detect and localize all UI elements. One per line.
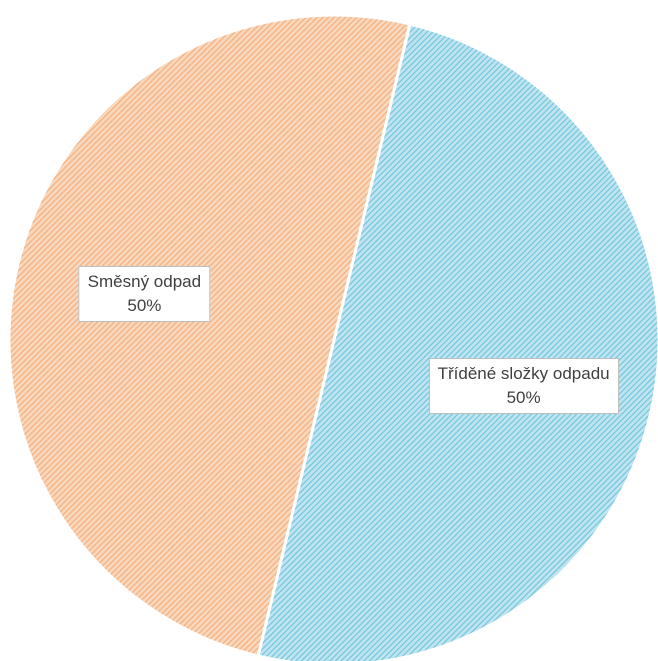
data-label-category: Tříděné složky odpadu [437,363,610,383]
data-label-smesny-odpad: Směsný odpad 50% [78,266,211,323]
data-label-trideny-odpad: Tříděné složky odpadu 50% [428,357,619,414]
data-label-value: 50% [127,296,162,316]
pie-slice-smesny-odpad [7,13,412,658]
pie-slice-trideny-odpad [256,22,658,661]
data-label-category: Směsný odpad [87,272,202,292]
data-label-value: 50% [506,387,541,407]
